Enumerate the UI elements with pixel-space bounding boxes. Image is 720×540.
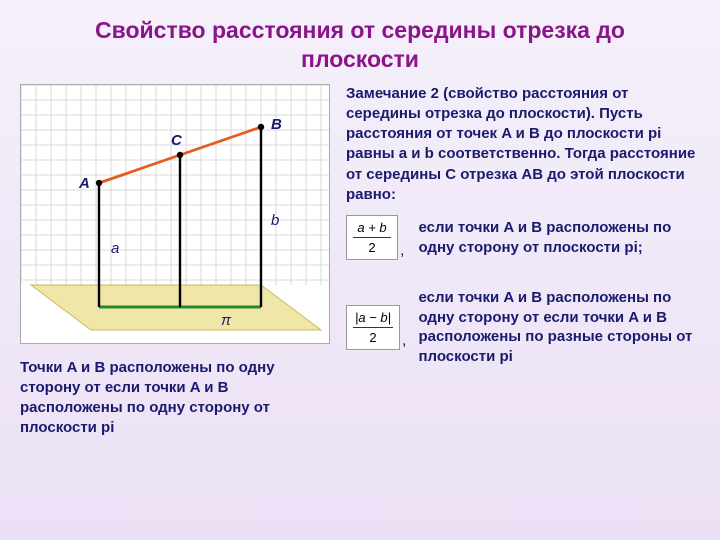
svg-text:A: A	[78, 175, 90, 192]
svg-text:a: a	[111, 240, 119, 257]
formula-1: a + b 2	[346, 215, 398, 260]
page-title: Свойство расстояния от середины отрезка …	[0, 0, 720, 84]
formula-row-2: |a − b| 2 , если точки A и B расположены…	[346, 288, 700, 366]
left-column: A C Ba b π Точки A и B расположены по одну с…	[20, 84, 330, 439]
right-column: Замечание 2 (свойство расстояния от сере…	[346, 84, 700, 439]
diagram: A C Ba b π	[20, 84, 330, 344]
svg-text:C: C	[171, 132, 183, 149]
formula-1-den: 2	[353, 238, 391, 255]
svg-text:π: π	[221, 312, 232, 329]
diagram-caption: Точки A и B расположены по одну сторону …	[20, 358, 330, 439]
formula-2: |a − b| 2	[346, 305, 400, 350]
formula-2-den: 2	[353, 328, 393, 345]
formula-2-trail: ,	[402, 332, 406, 350]
formula-2-num: |a − b|	[353, 310, 393, 328]
condition-2: если точки A и B расположены по одну сто…	[418, 288, 700, 366]
condition-1: если точки A и B расположены по одну сто…	[418, 218, 700, 257]
remark-text: Замечание 2 (свойство расстояния от сере…	[346, 84, 700, 206]
svg-text:b: b	[271, 212, 279, 229]
formula-row-1: a + b 2 , если точки A и B расположены п…	[346, 215, 700, 260]
formula-1-num: a + b	[353, 220, 391, 238]
diagram-svg: A C Ba b π	[21, 85, 330, 344]
svg-text:B: B	[271, 116, 282, 133]
content-area: A C Ba b π Точки A и B расположены по одну с…	[0, 84, 720, 439]
formula-1-trail: ,	[400, 242, 404, 260]
